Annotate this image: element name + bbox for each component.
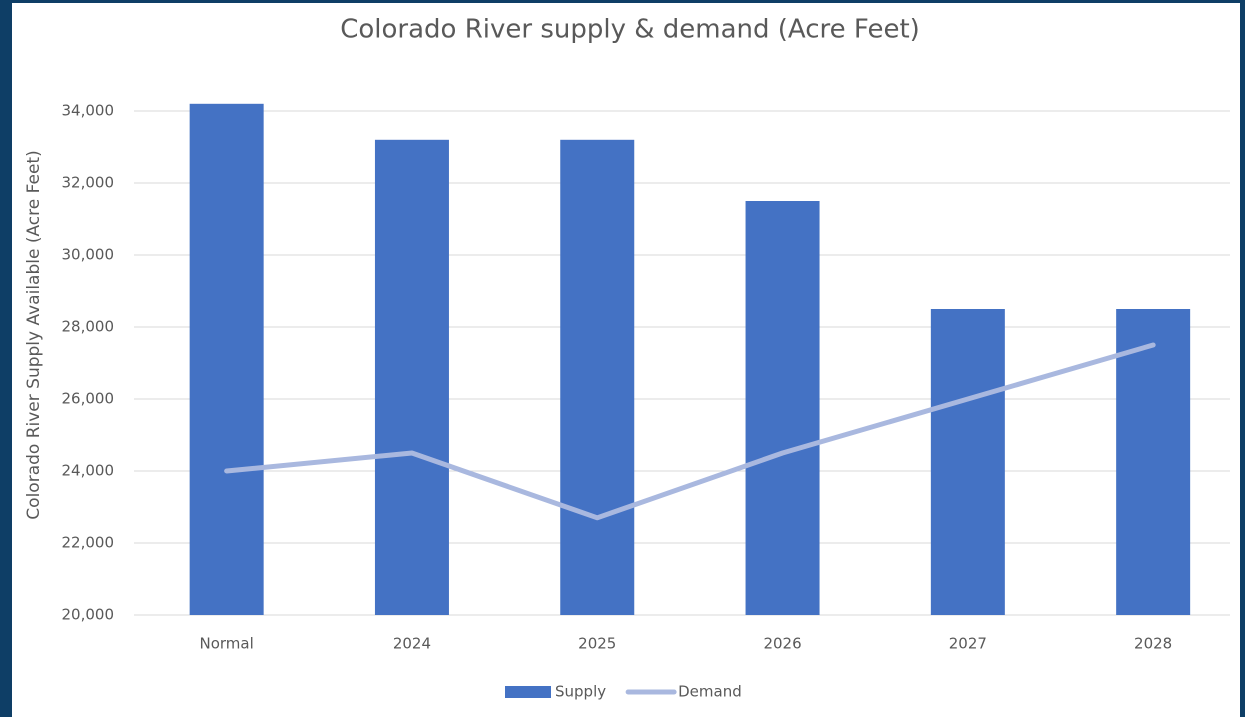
y-tick-label: 34,000 — [62, 102, 115, 120]
legend-label: Supply — [555, 683, 606, 701]
x-tick-label: 2025 — [578, 635, 616, 653]
y-tick-label: 30,000 — [62, 246, 115, 264]
bar — [745, 201, 820, 615]
chart-title: Colorado River supply & demand (Acre Fee… — [340, 15, 920, 45]
bar — [374, 139, 449, 616]
bar — [560, 139, 635, 616]
legend-label: Demand — [678, 683, 742, 701]
legend-swatch — [505, 686, 551, 698]
y-tick-label: 32,000 — [62, 174, 115, 192]
y-tick-label: 28,000 — [62, 318, 115, 336]
y-tick-label: 20,000 — [62, 606, 115, 624]
y-tick-label: 26,000 — [62, 390, 115, 408]
y-tick-label: 22,000 — [62, 534, 115, 552]
y-axis-label: Colorado River Supply Available (Acre Fe… — [24, 150, 44, 519]
line — [224, 342, 1156, 521]
bar — [930, 309, 1005, 615]
bar — [1116, 309, 1191, 615]
x-tick-label: Normal — [200, 635, 254, 653]
x-tick-label: 2027 — [949, 635, 987, 653]
x-tick-label: 2026 — [763, 635, 801, 653]
x-tick-label: 2024 — [393, 635, 431, 653]
y-tick-label: 24,000 — [62, 462, 115, 480]
x-tick-label: 2028 — [1134, 635, 1172, 653]
bar — [189, 103, 264, 616]
